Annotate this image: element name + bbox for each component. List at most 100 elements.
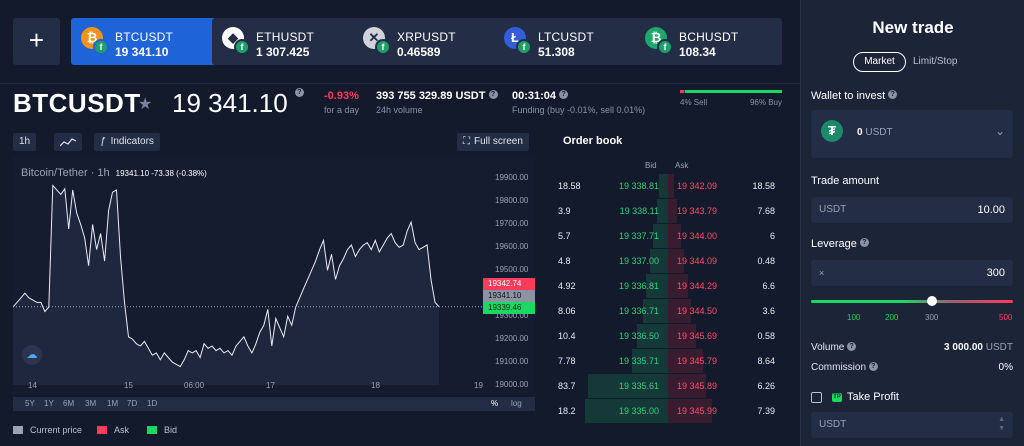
bid-depth-bar: [646, 274, 668, 298]
info-icon[interactable]: ?: [847, 342, 857, 351]
y-tick-label: 19900.00: [495, 173, 529, 183]
fullscreen-button[interactable]: ⛶ Full screen: [457, 133, 529, 151]
legend-bid: Bid: [147, 425, 177, 435]
bid-qty: 3.9: [558, 206, 571, 216]
range-1d[interactable]: 1D: [147, 399, 158, 408]
bid-qty: 83.7: [558, 381, 576, 391]
bid-price: 19 335.00: [618, 406, 659, 416]
ask-price: 19 344.00: [677, 231, 718, 241]
ticker-symbol: BCHUSDT: [679, 30, 739, 44]
ticker-bchusdt[interactable]: ₿ f BCHUSDT 108.34: [635, 18, 782, 65]
range-6m[interactable]: 6M: [63, 399, 75, 408]
y-tick-label: 19800.00: [495, 196, 529, 206]
leverage-mark[interactable]: 200: [885, 313, 899, 322]
bid-depth-bar: [653, 224, 668, 248]
range-1m[interactable]: 1M: [107, 399, 119, 408]
tether-icon: ₮: [821, 120, 843, 142]
ticker-price: 108.34: [679, 45, 716, 59]
ask-price: 19 345.79: [677, 356, 718, 366]
order-book-row[interactable]: 10.4 19 336.50 19 345.69 0.58: [553, 324, 783, 348]
ticker-xrpusdt[interactable]: ✕ f XRPUSDT 0.46589: [353, 18, 500, 65]
price-chart[interactable]: Bitcoin/Tether · 1h 19341.10 -73.38 (-0.3…: [13, 157, 535, 395]
bid-price: 19 335.61: [618, 381, 659, 391]
add-ticker-button[interactable]: +: [13, 18, 60, 65]
order-book-row[interactable]: 5.7 19 337.71 19 344.00 6: [553, 224, 783, 248]
leverage-input[interactable]: × 300: [811, 260, 1013, 286]
take-profit-input[interactable]: USDT ▲ ▼: [811, 412, 1013, 438]
wallet-select[interactable]: ₮ 0 USDT ⌄: [811, 110, 1013, 158]
bid-qty: 4.92: [558, 281, 576, 291]
futures-badge-icon: f: [234, 39, 250, 55]
legend-current: Current price: [13, 425, 82, 435]
ask-price: 19 345.69: [677, 331, 718, 341]
function-icon: ƒ: [100, 136, 106, 147]
tab-limit-stop[interactable]: Limit/Stop: [913, 56, 958, 67]
order-book-row[interactable]: 83.7 19 335.61 19 345.89 6.26: [553, 374, 783, 398]
futures-badge-icon: f: [93, 39, 109, 55]
x-tick-label: 15: [124, 381, 133, 390]
bid-price-label: 19339.46: [483, 302, 535, 314]
stepper-icon[interactable]: ▲ ▼: [998, 416, 1005, 432]
pair-title: BTCUSDT: [13, 88, 141, 118]
leverage-mark[interactable]: 500: [999, 313, 1013, 322]
ticker-ethusdt[interactable]: ◆ f ETHUSDT 1 307.425: [212, 18, 359, 65]
cloud-icon[interactable]: ☁: [22, 345, 42, 365]
ask-depth-bar: [668, 399, 712, 423]
info-icon[interactable]: ?: [888, 90, 898, 99]
ask-depth-bar: [668, 349, 703, 373]
tab-market[interactable]: Market: [853, 52, 906, 72]
bid-qty: 7.78: [558, 356, 576, 366]
futures-badge-icon: f: [516, 39, 532, 55]
instrument-header: BTCUSDT ★ 19 341.10 ? -0.93% for a day 3…: [0, 84, 800, 124]
info-icon[interactable]: ?: [488, 90, 498, 99]
order-book-row[interactable]: 7.78 19 335.71 19 345.79 8.64: [553, 349, 783, 373]
info-icon[interactable]: ?: [294, 88, 304, 97]
bid-price: 19 335.71: [618, 356, 659, 366]
leverage-mark[interactable]: 300: [925, 313, 939, 322]
ask-qty: 6: [769, 231, 775, 241]
bid-depth-bar: [632, 349, 668, 373]
leverage-slider[interactable]: [811, 296, 1013, 306]
order-book-row[interactable]: 4.8 19 337.00 19 344.09 0.48: [553, 249, 783, 273]
percent-toggle[interactable]: %: [491, 399, 499, 408]
bid-qty: 8.06: [558, 306, 576, 316]
wallet-currency: USDT: [865, 127, 893, 138]
ticker-btcusdt[interactable]: ₿ f BTCUSDT 19 341.10: [71, 18, 218, 65]
favorite-star-icon[interactable]: ★: [138, 96, 153, 113]
ask-price: 19 344.29: [677, 281, 718, 291]
amount-currency: USDT: [819, 204, 847, 215]
range-7d[interactable]: 7D: [127, 399, 138, 408]
bid-qty: 10.4: [558, 331, 576, 341]
bid-depth-bar: [585, 399, 668, 423]
info-icon[interactable]: ?: [559, 90, 569, 99]
range-1y[interactable]: 1Y: [44, 399, 54, 408]
x-tick-label: 14: [28, 381, 37, 390]
trade-amount-input[interactable]: USDT 10.00: [811, 197, 1013, 223]
chart-type-icon[interactable]: [54, 133, 82, 151]
range-selector: 5Y 1Y 6M 3M 1M 7D 1D % log: [13, 397, 535, 411]
interval-selector[interactable]: 1h: [13, 133, 37, 151]
ask-qty: 6.26: [757, 381, 775, 391]
take-profit-label: Take Profit: [847, 391, 899, 403]
order-book-title: Order book: [563, 135, 623, 147]
info-icon[interactable]: ?: [859, 238, 869, 247]
bid-depth-bar: [642, 299, 668, 323]
take-profit-checkbox[interactable]: [811, 392, 822, 403]
leverage-slider-handle[interactable]: [927, 296, 938, 306]
range-3m[interactable]: 3M: [85, 399, 97, 408]
order-book-row[interactable]: 18.58 19 338.81 19 342.09 18.58: [553, 174, 783, 198]
info-icon[interactable]: ?: [868, 362, 878, 371]
range-5y[interactable]: 5Y: [25, 399, 35, 408]
leverage-mark[interactable]: 100: [847, 313, 861, 322]
bid-price: 19 337.00: [618, 256, 659, 266]
ask-qty: 8.64: [757, 356, 775, 366]
order-book-row[interactable]: 18.2 19 335.00 19 345.99 7.39: [553, 399, 783, 423]
ask-qty: 18.58: [752, 181, 775, 191]
log-toggle[interactable]: log: [511, 399, 522, 408]
order-book-row[interactable]: 3.9 19 338.11 19 343.79 7.68: [553, 199, 783, 223]
indicators-button[interactable]: ƒ Indicators: [94, 133, 160, 151]
order-book-row[interactable]: 8.06 19 336.71 19 344.50 3.6: [553, 299, 783, 323]
order-book-row[interactable]: 4.92 19 336.81 19 344.29 6.6: [553, 274, 783, 298]
bid-price: 19 336.81: [618, 281, 659, 291]
